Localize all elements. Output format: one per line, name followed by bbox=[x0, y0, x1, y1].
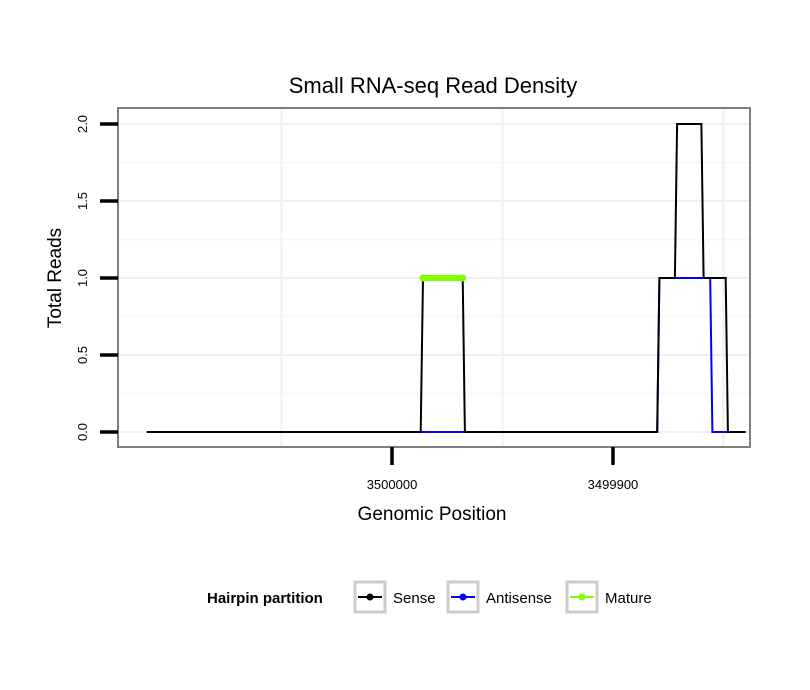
x-tick-label: 3499900 bbox=[588, 477, 639, 492]
y-tick-label: 1.5 bbox=[75, 192, 90, 210]
x-axis: 3500000 3499900 bbox=[367, 447, 639, 492]
y-axis-title: Total Reads bbox=[45, 228, 66, 328]
y-tick-label: 1.0 bbox=[75, 269, 90, 287]
legend-item-sense: Sense bbox=[353, 580, 436, 614]
legend-title: Hairpin partition bbox=[207, 590, 323, 607]
legend-marker-sense bbox=[366, 593, 374, 601]
data-point-mature bbox=[419, 274, 427, 282]
x-tick-label: 3500000 bbox=[367, 477, 418, 492]
y-tick-label: 2.0 bbox=[75, 115, 90, 133]
x-axis-title: Genomic Position bbox=[358, 504, 507, 525]
legend-label-sense: Sense bbox=[393, 590, 436, 607]
legend-item-mature: Mature bbox=[565, 580, 652, 614]
legend-marker-mature bbox=[578, 593, 586, 601]
chart-title: Small RNA-seq Read Density bbox=[289, 73, 578, 98]
plot-panel bbox=[117, 107, 751, 448]
legend-item-antisense: Antisense bbox=[446, 580, 552, 614]
legend-marker-antisense bbox=[459, 593, 467, 601]
y-tick-label: 0.0 bbox=[75, 423, 90, 441]
legend: Hairpin partition Sense Antisense Mature bbox=[207, 580, 652, 614]
series-layer bbox=[146, 123, 746, 433]
legend-label-antisense: Antisense bbox=[486, 590, 552, 607]
data-point-mature bbox=[459, 274, 467, 282]
y-tick-label: 0.5 bbox=[75, 346, 90, 364]
y-axis: 0.0 0.5 1.0 1.5 2.0 bbox=[75, 115, 118, 441]
legend-label-mature: Mature bbox=[605, 590, 652, 607]
legend-items: Sense Antisense Mature bbox=[353, 580, 652, 614]
